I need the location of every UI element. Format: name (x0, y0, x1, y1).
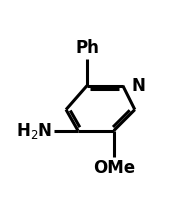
Text: H$_2$N: H$_2$N (16, 121, 52, 140)
Text: Ph: Ph (75, 39, 99, 57)
Text: N: N (131, 77, 145, 95)
Text: OMe: OMe (93, 159, 135, 177)
